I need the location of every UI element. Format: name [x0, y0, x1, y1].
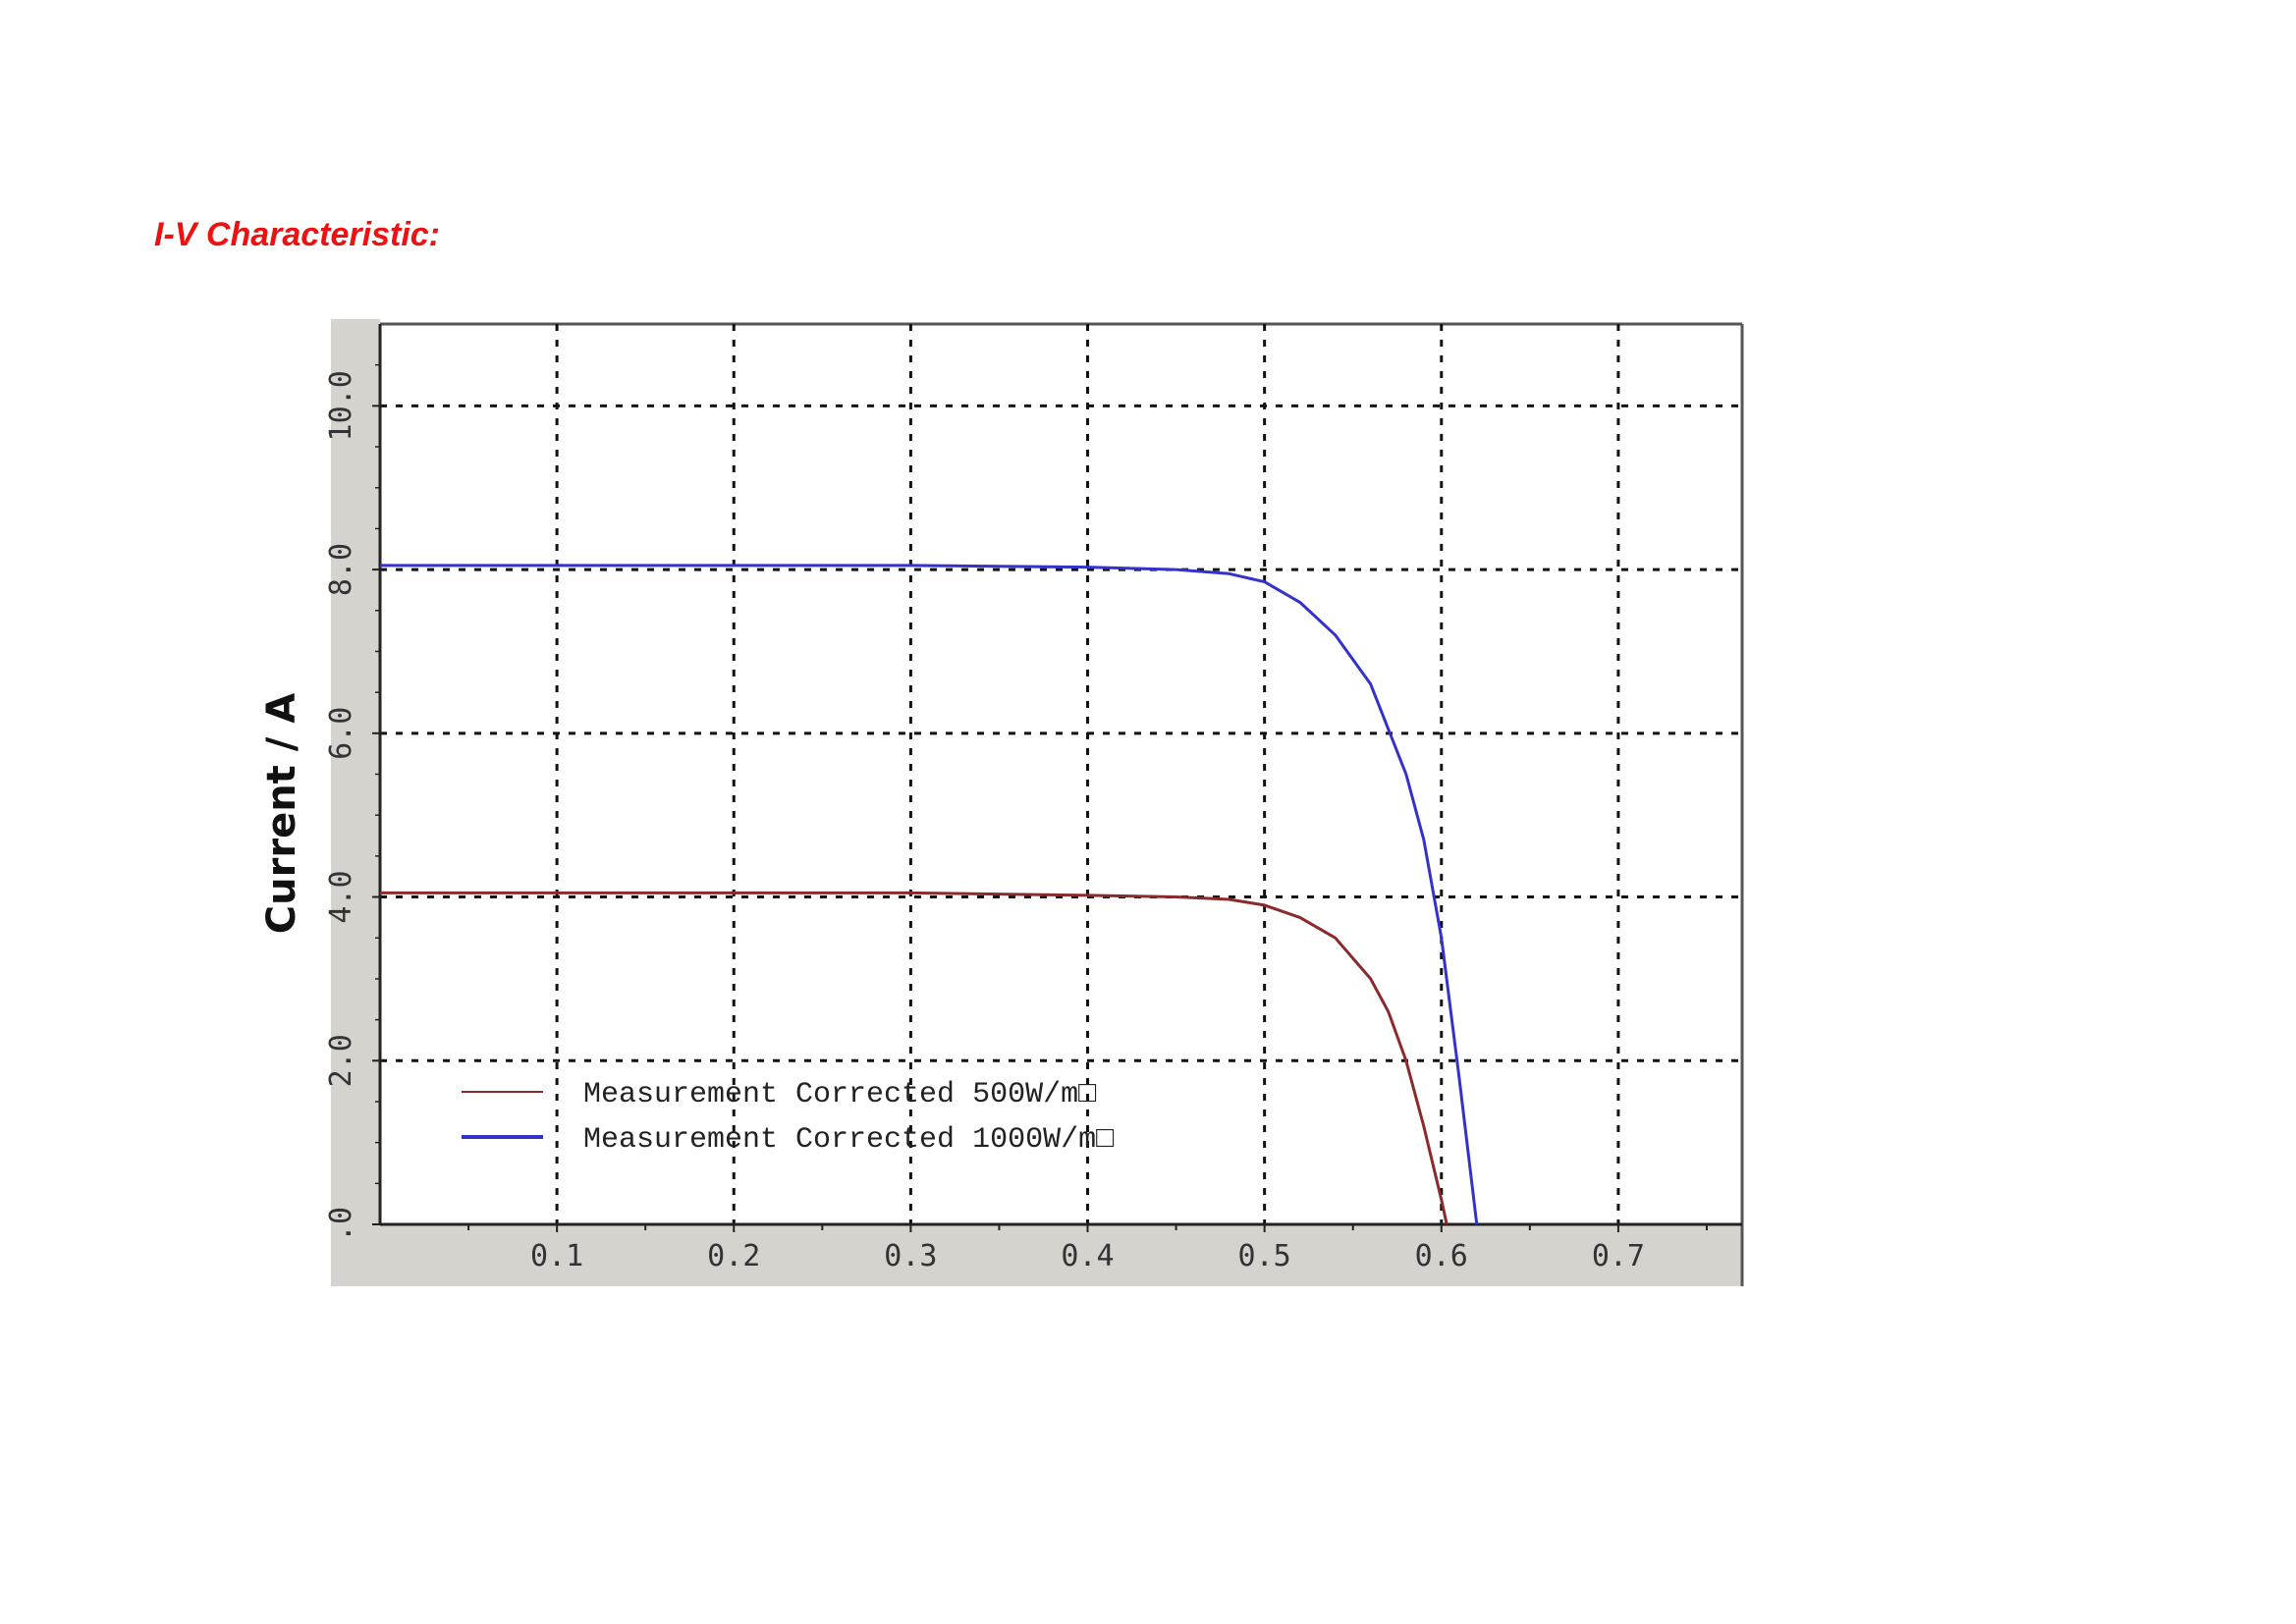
x-tick-label: 0.1: [530, 1239, 583, 1273]
y-tick-label: 10.0: [324, 370, 358, 441]
chart-legend: Measurement Corrected 500W/m□ Measurement…: [462, 1078, 1114, 1157]
y-axis-panel: [331, 319, 380, 1286]
y-axis-label: Current / A: [259, 693, 304, 934]
x-tick-label: 0.5: [1238, 1239, 1291, 1273]
x-tick-label: 0.6: [1415, 1239, 1468, 1273]
page-heading: I-V Characteristic:: [154, 216, 440, 253]
series-line-2: [380, 564, 1479, 1225]
series-line-1: [380, 891, 1449, 1225]
x-axis-panel: [331, 1224, 1742, 1286]
chart-axes: 0.1 0.2 0.3 0.4 0.5 0.6 0.7 .0 2.0 4.0 6.0 8.0 10.0: [324, 324, 1742, 1273]
chart-grid: [380, 324, 1742, 1224]
chart-series: [380, 564, 1479, 1225]
x-tick-label: 0.3: [884, 1239, 937, 1273]
y-tick-label: 2.0: [324, 1034, 358, 1087]
y-tick-label: 4.0: [324, 870, 358, 923]
y-tick-label: .0: [324, 1207, 358, 1242]
legend-label-2: Measurement Corrected 1000W/m□: [583, 1123, 1114, 1157]
x-tick-label: 0.2: [707, 1239, 760, 1273]
chart-frame: [331, 319, 1744, 1286]
y-tick-label: 8.0: [324, 543, 358, 596]
plot-area: [380, 324, 1742, 1224]
y-tick-label: 6.0: [324, 707, 358, 760]
x-tick-label: 0.4: [1061, 1239, 1114, 1273]
x-tick-label: 0.7: [1592, 1239, 1645, 1273]
legend-label-1: Measurement Corrected 500W/m□: [583, 1078, 1096, 1111]
